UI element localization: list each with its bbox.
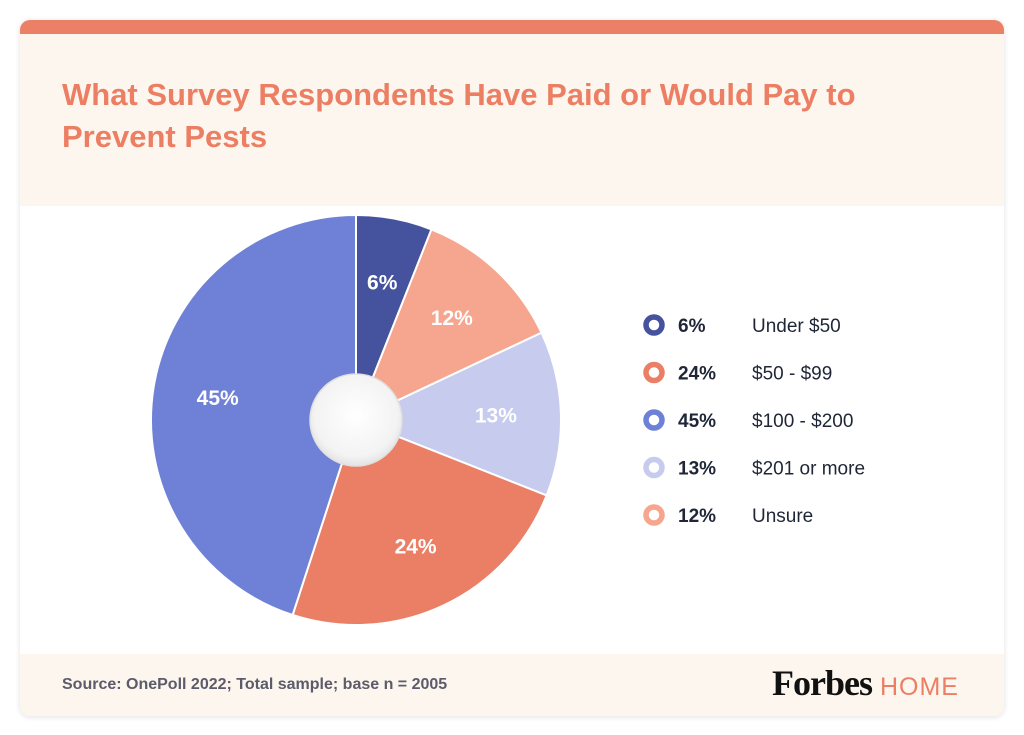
- legend-pct-3: 13%: [678, 459, 716, 480]
- pie-slice-4: [150, 213, 357, 617]
- legend-marker-4: [643, 504, 665, 526]
- pie-center-hole: [309, 373, 403, 467]
- brand-name: Forbes: [772, 663, 873, 703]
- forbes-home-logo: Forbes HOME: [772, 662, 959, 706]
- legend-label-1: $50 - $99: [752, 364, 832, 385]
- source-note: Source: OnePoll 2022; Total sample; base…: [62, 676, 448, 693]
- legend-pct-0: 6%: [678, 316, 706, 337]
- legend-pct-4: 12%: [678, 506, 716, 527]
- accent-bar: [20, 20, 1004, 34]
- chart-header: What Survey Respondents Have Paid or Wou…: [20, 34, 1004, 206]
- pie-slice-3: [291, 418, 548, 626]
- pie-slice-2: [353, 331, 562, 497]
- chart-title: What Survey Respondents Have Paid or Wou…: [62, 77, 856, 154]
- legend-marker-2: [643, 409, 665, 431]
- legend-pct-1: 24%: [678, 364, 716, 385]
- brand-sub: HOME: [879, 673, 959, 701]
- legend-marker-0: [643, 314, 665, 336]
- slice-label-4: 45%: [197, 387, 239, 410]
- slice-label-1: 12%: [431, 307, 473, 330]
- legend-pct-2: 45%: [678, 411, 716, 432]
- slice-label-2: 13%: [475, 405, 517, 428]
- legend-marker-1: [643, 361, 665, 384]
- chart-footer: Source: OnePoll 2022; Total sample; base…: [20, 654, 1004, 716]
- legend-label-3: $201 or more: [752, 459, 865, 480]
- legend-label-0: Under $50: [752, 316, 841, 337]
- legend-label-4: Unsure: [752, 506, 813, 527]
- legend-marker-3: [643, 456, 665, 479]
- legend-label-2: $100 - $200: [752, 411, 853, 432]
- pie-slice-1: [354, 228, 543, 422]
- chart-card: What Survey Respondents Have Paid or Wou…: [20, 20, 1004, 716]
- slice-label-0: 6%: [367, 272, 398, 295]
- pie-chart: 6% 12% 13% 24% 45% 6% Under $50 24% $50 - $99 45%…: [150, 213, 865, 626]
- slice-label-3: 24%: [395, 536, 437, 559]
